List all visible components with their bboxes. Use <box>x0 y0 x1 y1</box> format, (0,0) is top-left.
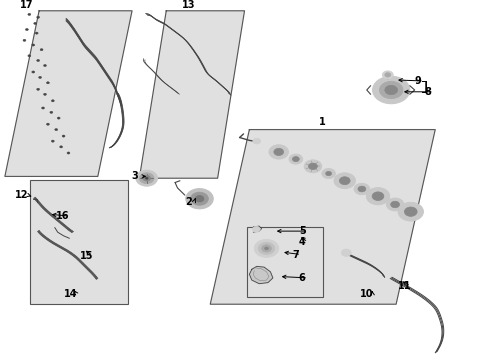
Circle shape <box>51 100 54 102</box>
Circle shape <box>404 207 416 216</box>
Circle shape <box>23 39 26 41</box>
Circle shape <box>397 202 423 221</box>
Circle shape <box>382 71 392 79</box>
Circle shape <box>384 85 397 95</box>
Bar <box>30 180 128 304</box>
Circle shape <box>252 226 260 232</box>
Text: 9: 9 <box>414 76 421 86</box>
Text: 5: 5 <box>298 226 305 236</box>
Circle shape <box>185 189 213 209</box>
Circle shape <box>372 76 409 104</box>
Circle shape <box>35 32 38 34</box>
Circle shape <box>43 64 46 67</box>
Circle shape <box>321 168 335 179</box>
Circle shape <box>384 73 390 77</box>
Text: 16: 16 <box>56 211 69 221</box>
Polygon shape <box>210 130 434 304</box>
Circle shape <box>60 146 62 148</box>
Polygon shape <box>249 266 272 284</box>
Circle shape <box>357 186 365 192</box>
Circle shape <box>273 148 283 156</box>
Text: 13: 13 <box>181 0 195 10</box>
Text: 1: 1 <box>319 117 325 127</box>
Text: 4: 4 <box>298 237 305 247</box>
Text: 6: 6 <box>298 273 305 283</box>
Circle shape <box>261 245 271 252</box>
Circle shape <box>379 81 402 99</box>
Circle shape <box>34 22 37 24</box>
Polygon shape <box>139 11 244 178</box>
Circle shape <box>67 152 70 154</box>
Circle shape <box>325 171 331 176</box>
Circle shape <box>37 59 40 62</box>
Circle shape <box>41 107 44 109</box>
Circle shape <box>43 93 46 95</box>
Circle shape <box>195 195 203 202</box>
Circle shape <box>268 145 288 159</box>
Circle shape <box>254 239 278 257</box>
Circle shape <box>333 173 355 189</box>
Circle shape <box>46 82 49 84</box>
Text: 8: 8 <box>424 87 430 97</box>
Circle shape <box>264 247 268 250</box>
Text: 14: 14 <box>64 289 78 300</box>
Text: 7: 7 <box>291 249 298 260</box>
Text: 12: 12 <box>15 190 29 200</box>
Circle shape <box>145 177 148 179</box>
Circle shape <box>46 123 49 125</box>
Circle shape <box>366 188 389 205</box>
Circle shape <box>252 138 260 144</box>
Circle shape <box>292 157 299 162</box>
Circle shape <box>304 160 321 173</box>
Circle shape <box>353 183 369 195</box>
Circle shape <box>51 140 54 142</box>
Text: 2: 2 <box>184 197 191 207</box>
Circle shape <box>339 177 349 185</box>
Circle shape <box>341 249 350 256</box>
Bar <box>246 227 322 297</box>
Circle shape <box>28 13 31 15</box>
Circle shape <box>50 111 53 113</box>
Circle shape <box>390 201 399 208</box>
Circle shape <box>32 71 35 73</box>
Circle shape <box>40 49 43 51</box>
Circle shape <box>142 175 150 181</box>
Circle shape <box>37 88 40 90</box>
Circle shape <box>258 242 274 255</box>
Text: 17: 17 <box>20 0 34 10</box>
Circle shape <box>386 198 403 211</box>
Circle shape <box>288 154 302 164</box>
Circle shape <box>28 55 31 57</box>
Circle shape <box>190 192 208 205</box>
Circle shape <box>139 173 154 184</box>
Polygon shape <box>5 11 132 176</box>
Circle shape <box>25 28 28 31</box>
Circle shape <box>32 44 35 46</box>
Circle shape <box>371 192 383 201</box>
Circle shape <box>62 135 65 137</box>
Text: 3: 3 <box>131 171 138 181</box>
Circle shape <box>37 16 40 18</box>
Circle shape <box>136 170 157 186</box>
Circle shape <box>55 129 58 131</box>
Text: 15: 15 <box>80 251 94 261</box>
Circle shape <box>57 117 60 119</box>
Text: 10: 10 <box>359 289 373 300</box>
Circle shape <box>39 76 41 78</box>
Circle shape <box>308 163 317 170</box>
Text: 11: 11 <box>397 281 411 291</box>
